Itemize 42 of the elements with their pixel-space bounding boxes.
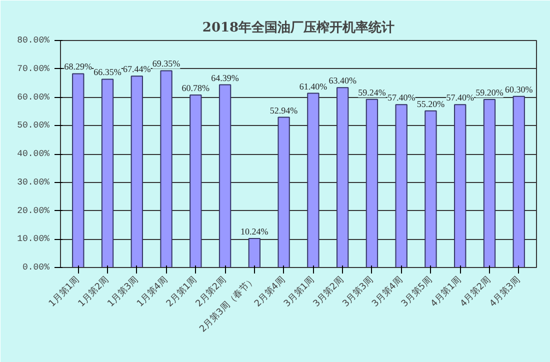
data-label: 59.24% xyxy=(358,87,386,98)
bar xyxy=(218,84,232,268)
y-tick-label: 60.00% xyxy=(17,92,50,102)
bar xyxy=(190,94,202,268)
y-tick-label: 30.00% xyxy=(17,177,50,188)
bar xyxy=(160,70,172,268)
y-tick-label: 20.00% xyxy=(17,206,50,216)
data-label: 55.20% xyxy=(416,98,446,109)
bar xyxy=(424,110,437,268)
y-tick-label: 40.00% xyxy=(17,149,50,159)
bar xyxy=(336,87,349,268)
data-label: 57.40% xyxy=(387,92,416,103)
data-label: 63.40% xyxy=(328,76,357,86)
bar xyxy=(307,92,320,268)
data-label: 69.35% xyxy=(152,58,181,69)
bar xyxy=(454,104,466,268)
y-tick-label: 70.00% xyxy=(17,64,50,74)
data-label: 61.40% xyxy=(299,81,328,92)
bar xyxy=(101,78,114,268)
data-label: 66.35% xyxy=(94,67,122,78)
bar xyxy=(130,76,143,268)
bar xyxy=(248,238,261,268)
bar xyxy=(483,99,496,268)
y-tick-label: 0.00% xyxy=(22,262,50,272)
data-label: 10.24% xyxy=(240,226,269,236)
y-tick-label: 50.00% xyxy=(17,120,50,131)
chart-title: 2018年全国油厂压榨开机率统计 xyxy=(202,20,395,36)
bar xyxy=(366,98,378,268)
bar xyxy=(512,96,525,268)
y-tick-label: 10.00% xyxy=(17,234,50,244)
data-label: 57.40% xyxy=(446,92,474,103)
data-label: 68.29% xyxy=(64,62,93,72)
data-label: 52.94% xyxy=(270,105,298,116)
data-label: 64.39% xyxy=(211,72,240,83)
data-label: 60.30% xyxy=(504,84,534,94)
y-tick-label: 80.00% xyxy=(17,36,50,46)
bar xyxy=(278,116,290,268)
data-label: 60.78% xyxy=(182,83,210,94)
bar xyxy=(72,73,84,268)
data-label: 59.20% xyxy=(476,88,504,98)
data-label: 67.44% xyxy=(123,64,152,74)
bar xyxy=(395,104,408,268)
